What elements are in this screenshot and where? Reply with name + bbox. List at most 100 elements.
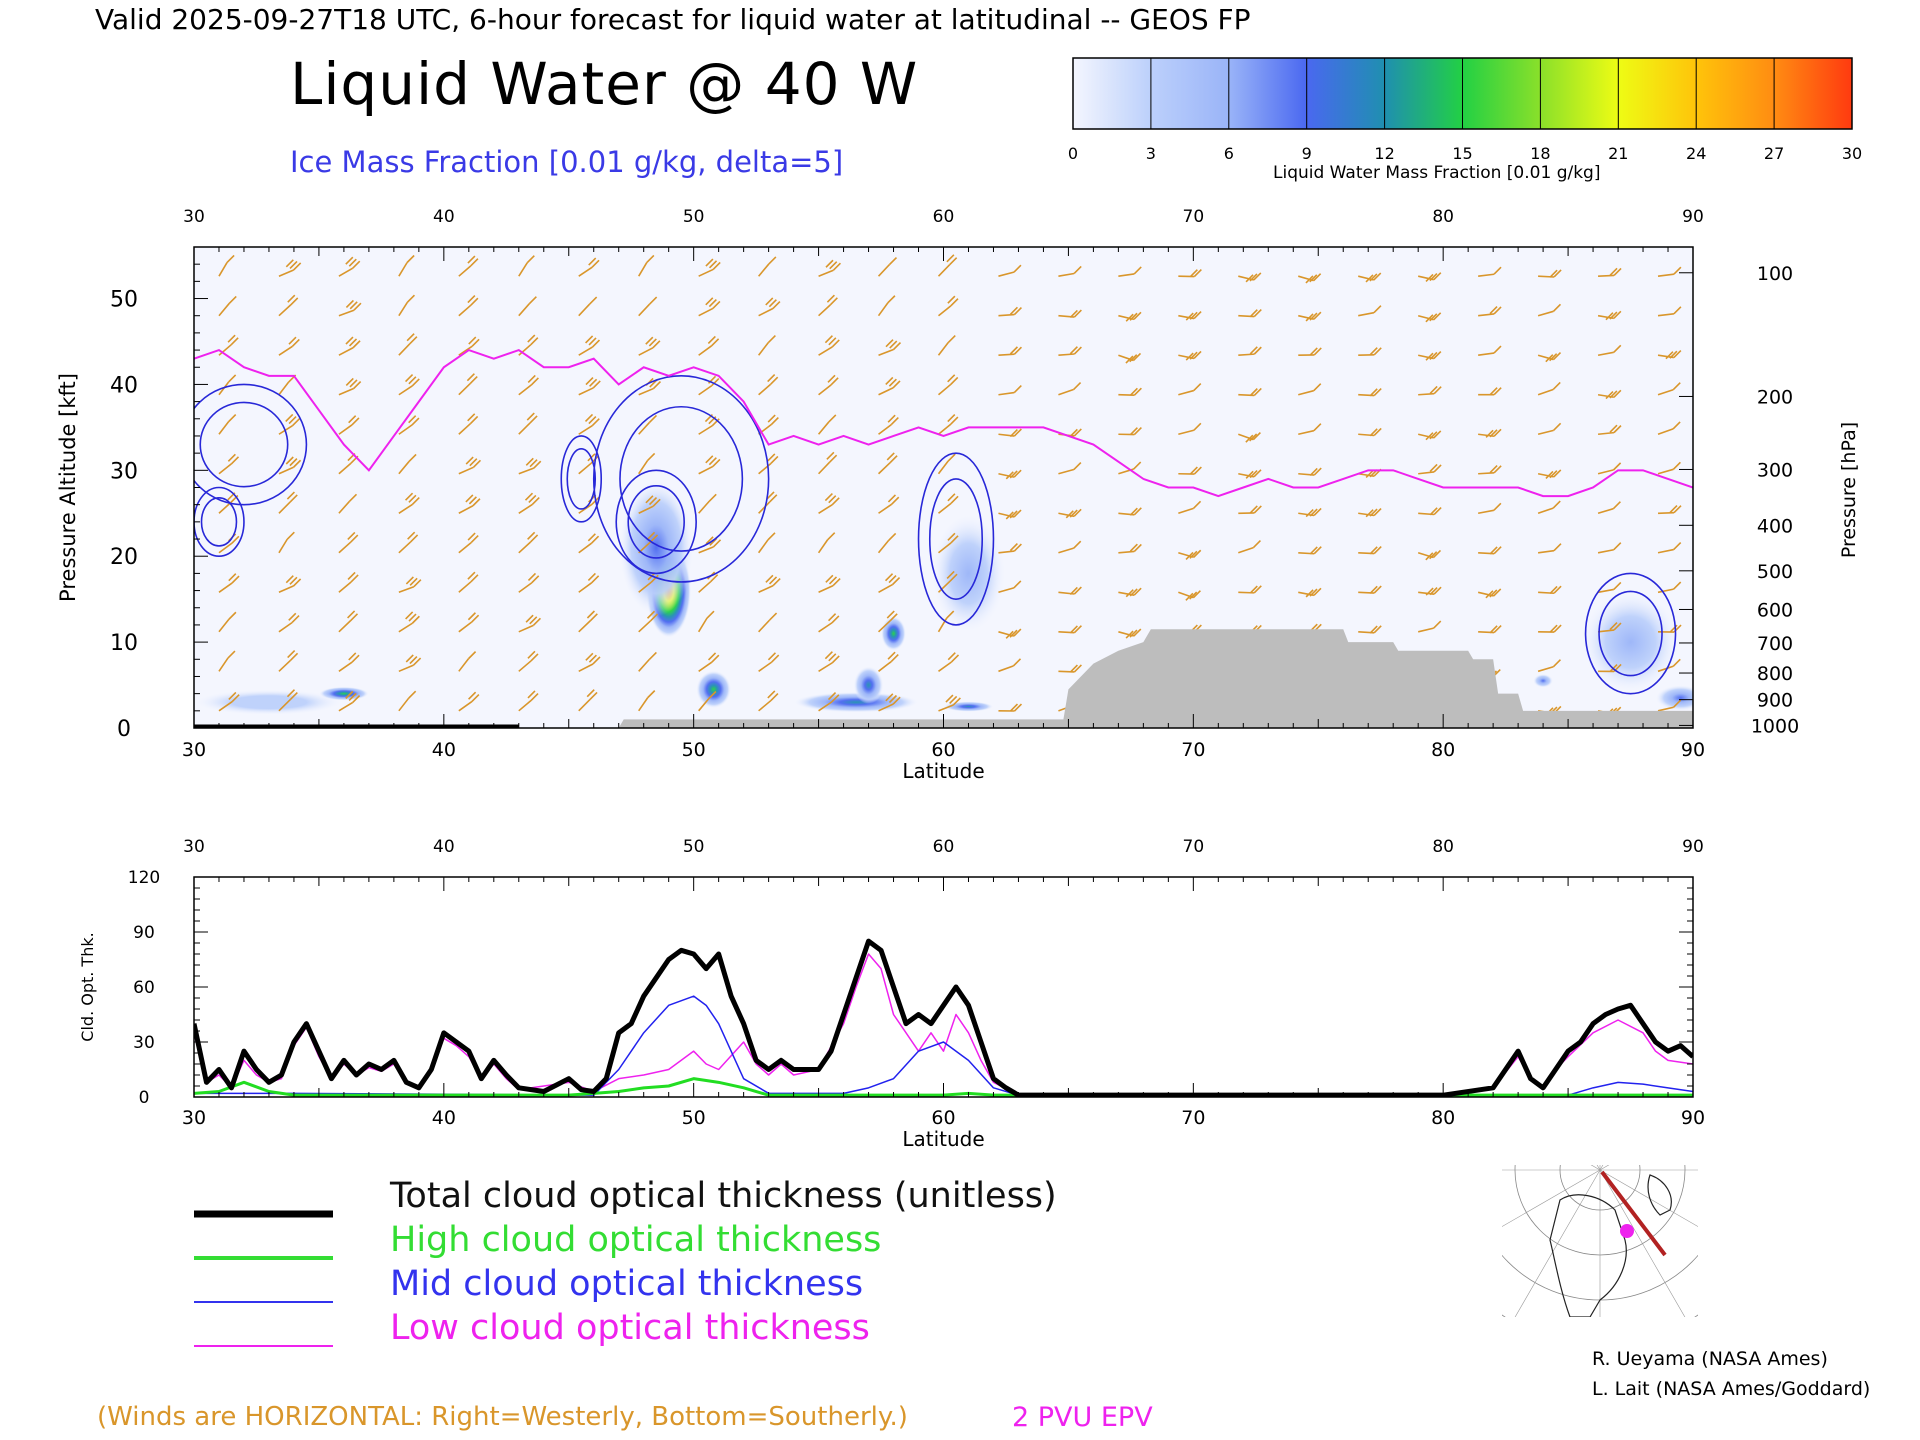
wind-barb-flag bbox=[590, 535, 600, 544]
wind-barb-flag bbox=[1193, 268, 1202, 278]
wind-barb-flag bbox=[1425, 432, 1434, 441]
winds-note: (Winds are HORIZONTAL: Right=Westerly, B… bbox=[97, 1402, 908, 1432]
wind-barb-flag bbox=[1673, 581, 1682, 590]
wind-barb-flag bbox=[1249, 346, 1258, 355]
wind-barb-flag bbox=[1069, 625, 1078, 634]
wind-barb bbox=[818, 269, 834, 277]
wind-barb-flag bbox=[1129, 427, 1138, 436]
wind-barb-flag bbox=[1125, 355, 1134, 364]
wind-barb-flag bbox=[1489, 429, 1498, 438]
wind-barb bbox=[1178, 429, 1195, 436]
wind-barb bbox=[518, 262, 528, 277]
wind-barb-flag bbox=[1429, 272, 1438, 282]
wind-barb-flag bbox=[1373, 305, 1382, 314]
wind-barb-flag bbox=[528, 296, 537, 305]
x-tick-label-top: 30 bbox=[183, 207, 205, 227]
wind-barb-flag bbox=[1373, 347, 1382, 356]
wind-barb-flag bbox=[228, 573, 237, 582]
wind-barb-flag bbox=[711, 418, 720, 427]
wind-barb-flag bbox=[1552, 659, 1561, 668]
pressure-tick-label: 1000 bbox=[1751, 715, 1799, 737]
wind-barb-flag bbox=[829, 454, 838, 463]
wind-barb-flag bbox=[1365, 274, 1374, 283]
wind-barb-flag bbox=[470, 415, 479, 425]
wind-barb-flag bbox=[770, 376, 779, 385]
wind-barb bbox=[458, 345, 473, 356]
wind-barb-flag bbox=[227, 650, 236, 659]
wind-barb-flag bbox=[468, 691, 477, 700]
wind-barb bbox=[758, 584, 774, 594]
wind-barb-flag bbox=[705, 455, 714, 464]
wind-barb-flag bbox=[1253, 585, 1262, 594]
wind-barb bbox=[398, 424, 413, 435]
wind-barb-flag bbox=[949, 257, 958, 266]
valid-time-header: Valid 2025-09-27T18 UTC, 6-hour forecast… bbox=[95, 3, 1251, 36]
map-meridian bbox=[1514, 1169, 1601, 1317]
wind-barb-flag bbox=[1493, 465, 1502, 474]
map-location-dot bbox=[1620, 1224, 1634, 1238]
wind-barb-flag bbox=[470, 535, 479, 544]
wind-barb-flag bbox=[1252, 540, 1262, 549]
wind-barb bbox=[1477, 509, 1495, 515]
wind-barb-flag bbox=[351, 654, 360, 663]
wind-barb-flag bbox=[1132, 352, 1142, 361]
wind-barb-flag bbox=[228, 611, 237, 620]
wind-barb-flag bbox=[533, 460, 542, 469]
wind-barb-flag bbox=[530, 653, 539, 662]
wind-barb bbox=[218, 657, 229, 672]
wind-barb bbox=[578, 542, 593, 554]
wind-barb bbox=[218, 618, 230, 633]
wind-barb bbox=[1537, 310, 1554, 317]
wind-barb-flag bbox=[648, 651, 657, 660]
wind-barb bbox=[578, 698, 591, 712]
wind-barb bbox=[278, 659, 292, 672]
wind-barb-flag bbox=[950, 495, 959, 504]
wind-barb bbox=[218, 501, 232, 514]
wind-barb-flag bbox=[1549, 470, 1558, 479]
wind-barb bbox=[578, 346, 593, 356]
wind-barb-flag bbox=[1433, 506, 1442, 516]
wind-barb-flag bbox=[408, 690, 417, 699]
wind-barb-flag bbox=[228, 413, 237, 423]
wind-barb bbox=[998, 353, 1015, 357]
wind-barb-flag bbox=[1133, 387, 1142, 396]
wind-barb-flag bbox=[1193, 382, 1202, 392]
wind-barb-flag bbox=[465, 494, 474, 503]
wind-barb-flag bbox=[407, 531, 416, 540]
wind-barb-flag bbox=[1369, 625, 1378, 634]
wind-barb bbox=[758, 619, 771, 633]
wind-barb-flag bbox=[947, 334, 956, 344]
wind-barb-flag bbox=[1433, 586, 1442, 595]
wind-barb-flag bbox=[1433, 620, 1442, 629]
y-tick-label: 60 bbox=[133, 978, 155, 998]
wind-barb-flag bbox=[289, 494, 298, 503]
wind-barb-flag bbox=[1193, 422, 1202, 431]
wind-barb bbox=[877, 620, 891, 633]
wind-barb-flag bbox=[467, 571, 476, 580]
wind-barb-flag bbox=[1133, 427, 1142, 436]
wind-barb-flag bbox=[1489, 305, 1498, 315]
wind-barb-flag bbox=[1249, 505, 1258, 514]
x-tick-label: 40 bbox=[432, 739, 456, 761]
wind-barb bbox=[338, 581, 352, 593]
wind-barb-flag bbox=[1013, 509, 1022, 518]
wind-barb-flag bbox=[647, 690, 656, 699]
wind-barb-flag bbox=[712, 261, 721, 271]
series-line-0 bbox=[194, 938, 1693, 1097]
wind-barb bbox=[757, 539, 769, 554]
wind-barb-flag bbox=[1373, 427, 1382, 437]
y-tick-label: 90 bbox=[133, 923, 155, 943]
wind-barb bbox=[1058, 353, 1075, 357]
wind-barb-flag bbox=[1369, 388, 1378, 397]
wind-barb-flag bbox=[1253, 469, 1262, 478]
wind-barb-flag bbox=[825, 574, 834, 583]
wind-barb bbox=[278, 501, 291, 514]
wind-barb-flag bbox=[1253, 505, 1262, 514]
pressure-tick-label: 200 bbox=[1757, 386, 1793, 408]
wind-barb-flag bbox=[1313, 311, 1322, 320]
wind-barb-flag bbox=[947, 414, 956, 423]
wind-barb bbox=[218, 542, 233, 554]
wind-barb-flag bbox=[587, 533, 596, 542]
wind-barb-flag bbox=[592, 656, 601, 665]
wind-barb-flag bbox=[708, 260, 718, 269]
